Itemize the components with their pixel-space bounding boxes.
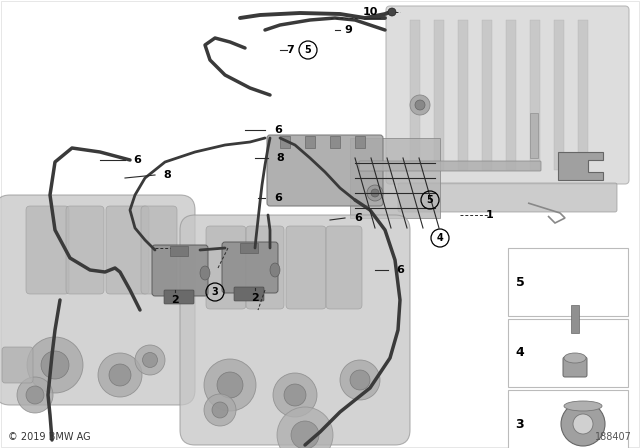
Text: 10: 10: [362, 7, 378, 17]
Bar: [240, 243, 258, 253]
Circle shape: [41, 351, 69, 379]
Circle shape: [573, 414, 593, 434]
Text: 9: 9: [344, 25, 352, 35]
Text: 2: 2: [251, 293, 259, 303]
Text: 188407: 188407: [595, 432, 632, 442]
Text: 6: 6: [133, 155, 141, 165]
Circle shape: [26, 386, 44, 404]
FancyBboxPatch shape: [66, 206, 104, 294]
Circle shape: [367, 185, 383, 201]
Circle shape: [340, 360, 380, 400]
Text: 6: 6: [354, 213, 362, 223]
FancyBboxPatch shape: [234, 287, 264, 301]
Text: 5: 5: [516, 276, 524, 289]
Bar: [530, 20, 540, 170]
Circle shape: [135, 345, 165, 375]
Circle shape: [204, 394, 236, 426]
Circle shape: [17, 377, 53, 413]
Circle shape: [98, 353, 142, 397]
FancyBboxPatch shape: [0, 195, 195, 405]
Text: 6: 6: [274, 125, 282, 135]
Bar: [482, 20, 492, 170]
Circle shape: [204, 359, 256, 411]
Ellipse shape: [564, 401, 602, 411]
Bar: [330, 136, 340, 148]
Bar: [305, 136, 315, 148]
Circle shape: [415, 100, 425, 110]
Circle shape: [217, 372, 243, 398]
Bar: [410, 20, 420, 170]
FancyBboxPatch shape: [386, 6, 629, 184]
Text: 6: 6: [396, 265, 404, 275]
FancyBboxPatch shape: [2, 347, 33, 383]
Text: 3: 3: [212, 287, 218, 297]
Circle shape: [143, 353, 157, 367]
Text: 8: 8: [163, 170, 171, 180]
Text: 8: 8: [276, 153, 284, 163]
FancyBboxPatch shape: [359, 161, 541, 171]
Ellipse shape: [200, 266, 210, 280]
Bar: [506, 20, 516, 170]
FancyBboxPatch shape: [398, 183, 617, 212]
Circle shape: [109, 364, 131, 386]
Text: 5: 5: [305, 45, 312, 55]
Bar: [530, 113, 538, 158]
FancyBboxPatch shape: [563, 357, 587, 377]
FancyBboxPatch shape: [286, 226, 326, 309]
Bar: [578, 20, 588, 170]
Polygon shape: [558, 152, 603, 180]
FancyBboxPatch shape: [180, 215, 410, 445]
Circle shape: [388, 8, 396, 16]
Circle shape: [212, 402, 228, 418]
FancyBboxPatch shape: [106, 206, 149, 294]
Text: 1: 1: [486, 210, 494, 220]
Bar: [571, 305, 579, 333]
Bar: [170, 246, 188, 256]
Text: 2: 2: [171, 295, 179, 305]
FancyBboxPatch shape: [222, 242, 278, 293]
Circle shape: [410, 95, 430, 115]
Text: 4: 4: [436, 233, 444, 243]
Circle shape: [291, 421, 319, 448]
Bar: [508, 319, 628, 387]
Circle shape: [350, 370, 370, 390]
Text: 3: 3: [516, 418, 524, 431]
Bar: [355, 136, 365, 148]
Circle shape: [27, 337, 83, 393]
FancyBboxPatch shape: [350, 138, 440, 218]
Bar: [508, 390, 628, 448]
Text: © 2019 BMW AG: © 2019 BMW AG: [8, 432, 91, 442]
FancyBboxPatch shape: [267, 135, 383, 206]
Bar: [458, 20, 468, 170]
FancyBboxPatch shape: [141, 206, 177, 294]
Circle shape: [284, 384, 306, 406]
FancyBboxPatch shape: [152, 245, 208, 296]
FancyBboxPatch shape: [164, 290, 194, 304]
FancyBboxPatch shape: [246, 226, 284, 309]
FancyBboxPatch shape: [326, 226, 362, 309]
Bar: [434, 20, 444, 170]
Bar: [280, 136, 290, 148]
Text: 4: 4: [516, 346, 524, 359]
Ellipse shape: [564, 353, 586, 363]
Circle shape: [273, 373, 317, 417]
Ellipse shape: [270, 263, 280, 277]
Text: 6: 6: [274, 193, 282, 203]
Circle shape: [561, 402, 605, 446]
Text: 5: 5: [427, 195, 433, 205]
Bar: [554, 20, 564, 170]
Circle shape: [277, 407, 333, 448]
FancyBboxPatch shape: [26, 206, 69, 294]
FancyBboxPatch shape: [206, 226, 246, 309]
Bar: [508, 248, 628, 316]
Text: 7: 7: [286, 45, 294, 55]
Circle shape: [371, 189, 379, 197]
